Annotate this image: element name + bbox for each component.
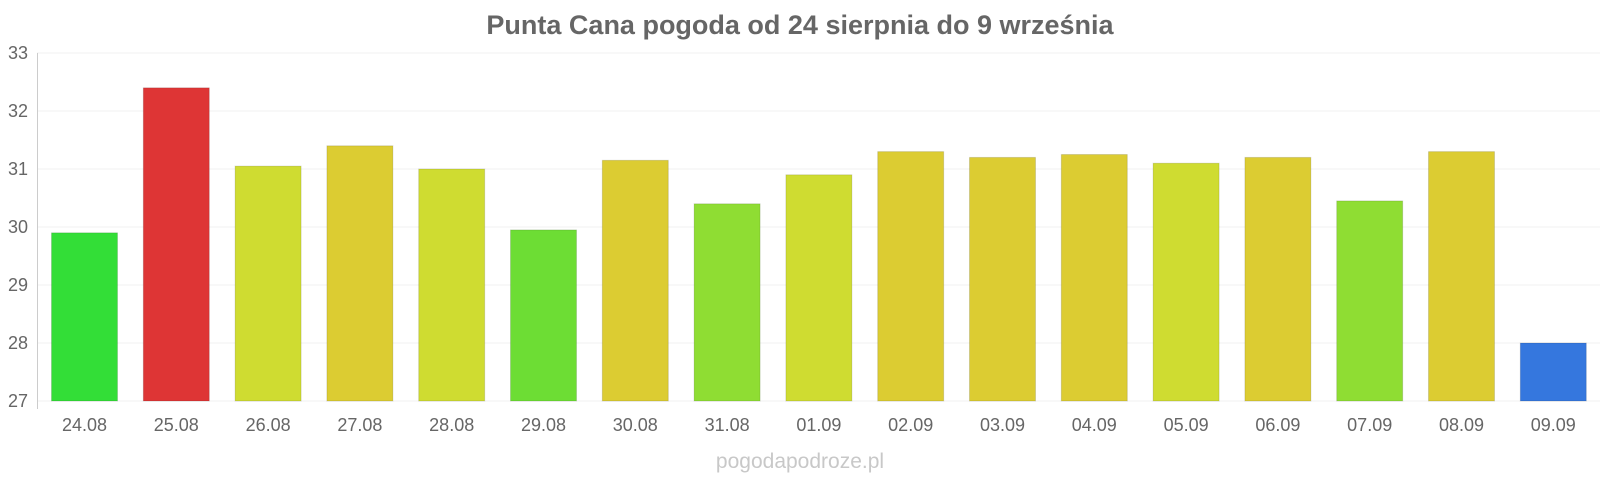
bar-05.09: [1152, 162, 1220, 402]
y-tick-label: 27: [8, 391, 28, 411]
bar-26.08: [234, 165, 302, 402]
bar-30.08: [601, 159, 669, 402]
x-tick-label: 31.08: [705, 415, 750, 435]
bar-08.09: [1428, 151, 1495, 402]
y-tick-label: 32: [8, 101, 28, 121]
x-tick-label: 29.08: [521, 415, 566, 435]
x-tick-label: 02.09: [888, 415, 933, 435]
x-tick-label: 28.08: [429, 415, 474, 435]
x-tick-label: 27.08: [337, 415, 382, 435]
bar-25.08: [142, 87, 210, 402]
x-tick-label: 04.09: [1072, 415, 1117, 435]
bar-06.09: [1244, 156, 1312, 402]
bar-04.09: [1060, 154, 1128, 402]
y-tick-labels: 27 28 29 30 31 32 33: [8, 43, 28, 411]
x-tick-labels: 24.08 25.08 26.08 27.08 28.08 29.08 30.08 31.08…: [62, 415, 1576, 435]
x-tick-label: 08.09: [1439, 415, 1484, 435]
bar-31.08: [693, 203, 761, 402]
bars: [51, 87, 1587, 402]
x-tick-label: 03.09: [980, 415, 1025, 435]
bar-24.08: [51, 232, 118, 402]
bar-03.09: [969, 156, 1036, 402]
bar-01.09: [785, 174, 853, 402]
y-tick-label: 31: [8, 159, 28, 179]
chart-title: Punta Cana pogoda od 24 sierpnia do 9 wr…: [486, 10, 1114, 40]
x-tick-label: 01.09: [796, 415, 841, 435]
bar-29.08: [510, 229, 577, 402]
x-tick-label: 24.08: [62, 415, 107, 435]
y-tick-label: 33: [8, 43, 28, 63]
x-tick-label: 30.08: [613, 415, 658, 435]
x-tick-label: 07.09: [1347, 415, 1392, 435]
y-tick-label: 30: [8, 217, 28, 237]
y-tick-label: 29: [8, 275, 28, 295]
bar-02.09: [877, 151, 945, 402]
y-tick-label: 28: [8, 333, 28, 353]
bar-27.08: [326, 145, 394, 402]
bar-09.09: [1519, 342, 1587, 402]
x-tick-label: 05.09: [1164, 415, 1209, 435]
bar-07.09: [1336, 200, 1404, 402]
x-tick-label: 09.09: [1531, 415, 1576, 435]
site-watermark: pogodapodroze.pl: [715, 450, 885, 473]
x-tick-label: 25.08: [154, 415, 199, 435]
bar-28.08: [418, 168, 486, 402]
x-tick-label: 26.08: [246, 415, 291, 435]
x-tick-label: 06.09: [1255, 415, 1300, 435]
